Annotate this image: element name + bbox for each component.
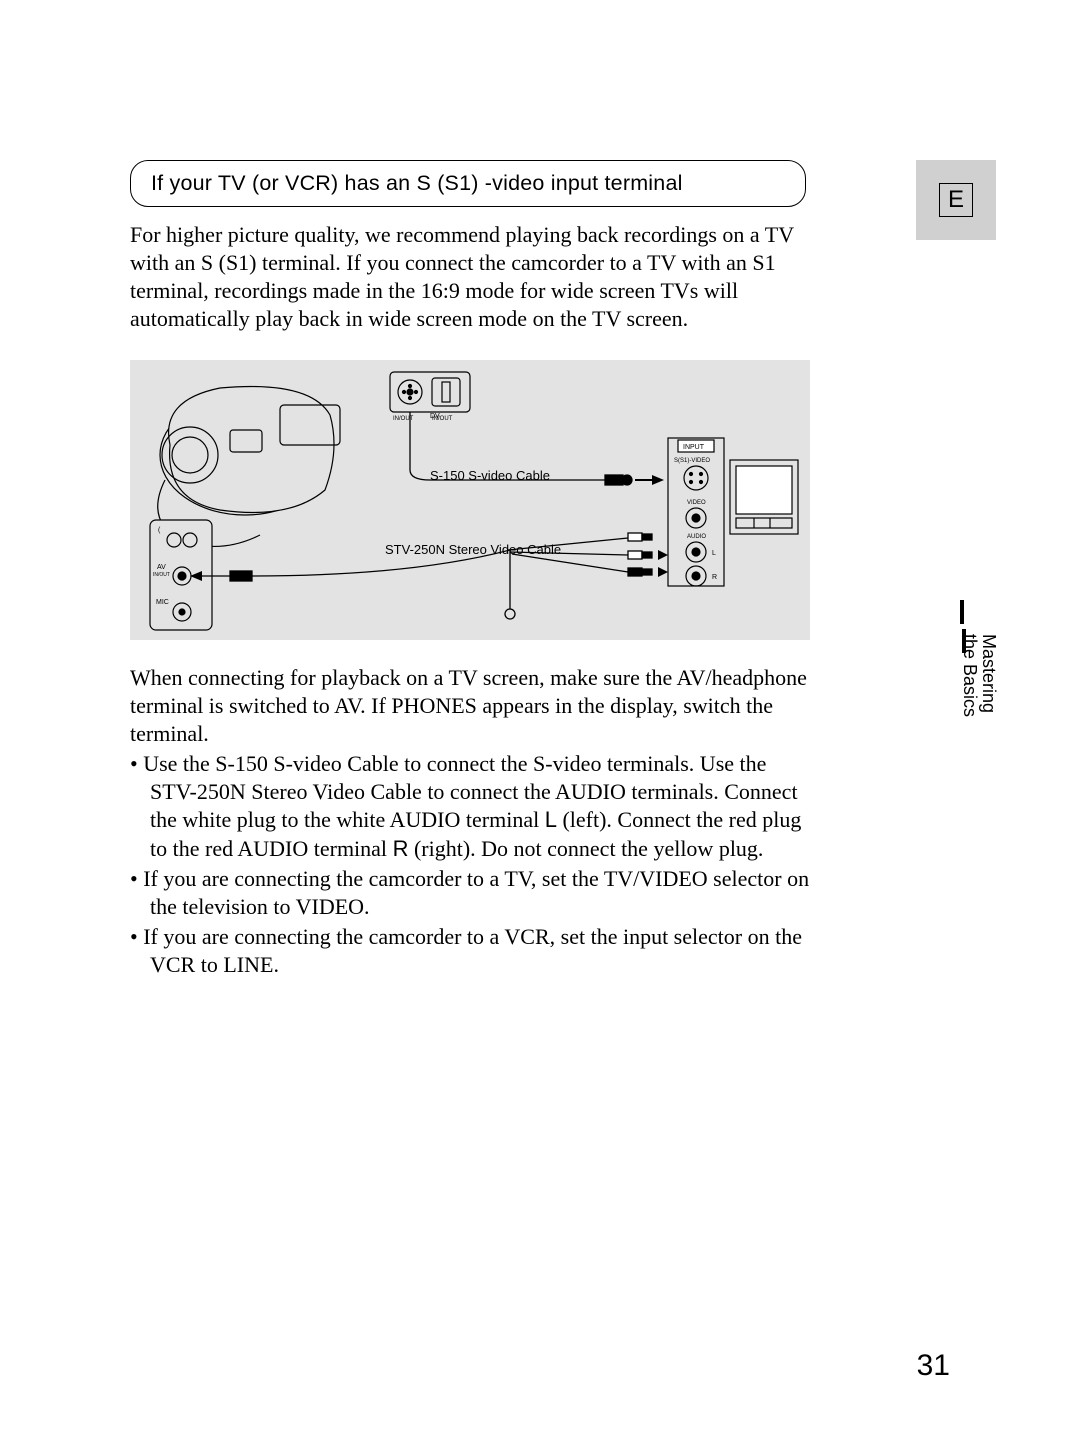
svg-text:R: R: [712, 574, 717, 581]
svg-text:AV: AV: [157, 564, 166, 571]
connection-diagram: DV IN/OUT IN/OUT INPUT S(S1)-VIDEO VIDEO…: [130, 360, 810, 640]
svg-text:L: L: [712, 550, 716, 557]
bullet-3: If you are connecting the camcorder to a…: [130, 923, 814, 979]
language-code: E: [948, 186, 964, 214]
section-heading: If your TV (or VCR) has an S (S1) -video…: [151, 171, 785, 196]
side-tab-bars: [960, 600, 972, 624]
page-number: 31: [917, 1349, 950, 1383]
svg-text:AUDIO: AUDIO: [687, 534, 706, 540]
svg-text:IN/OUT: IN/OUT: [432, 416, 453, 422]
svg-text:S(S1)-VIDEO: S(S1)-VIDEO: [674, 458, 710, 464]
bullet-1: Use the S-150 S-video Cable to connect t…: [130, 750, 814, 863]
bullet-2: If you are connecting the camcorder to a…: [130, 865, 814, 921]
body-block: When connecting for playback on a TV scr…: [130, 664, 814, 980]
input-label: INPUT: [683, 444, 705, 451]
language-code-box: E: [939, 183, 973, 217]
page: E If your TV (or VCR) has an S (S1) -vid…: [0, 0, 1080, 1443]
body-paragraph: When connecting for playback on a TV scr…: [130, 664, 814, 748]
language-tab: E: [916, 160, 996, 240]
section-heading-box: If your TV (or VCR) has an S (S1) -video…: [130, 160, 806, 207]
side-tab-text: Mastering the Basics: [960, 634, 998, 717]
cable2-label: STV-250N Stereo Video Cable: [385, 542, 561, 557]
intro-paragraph: For higher picture quality, we recommend…: [130, 221, 810, 334]
bullet-list: Use the S-150 S-video Cable to connect t…: [130, 750, 814, 979]
svg-text:VIDEO: VIDEO: [687, 500, 706, 506]
cable1-label: S-150 S-video Cable: [430, 468, 550, 483]
diagram-svg: DV IN/OUT IN/OUT INPUT S(S1)-VIDEO VIDEO…: [130, 360, 810, 640]
svg-text:IN/OUT: IN/OUT: [393, 416, 414, 422]
svg-text:MIC: MIC: [156, 599, 169, 606]
svg-text:IN/OUT: IN/OUT: [153, 572, 170, 578]
side-tab: Mastering the Basics: [960, 600, 996, 750]
